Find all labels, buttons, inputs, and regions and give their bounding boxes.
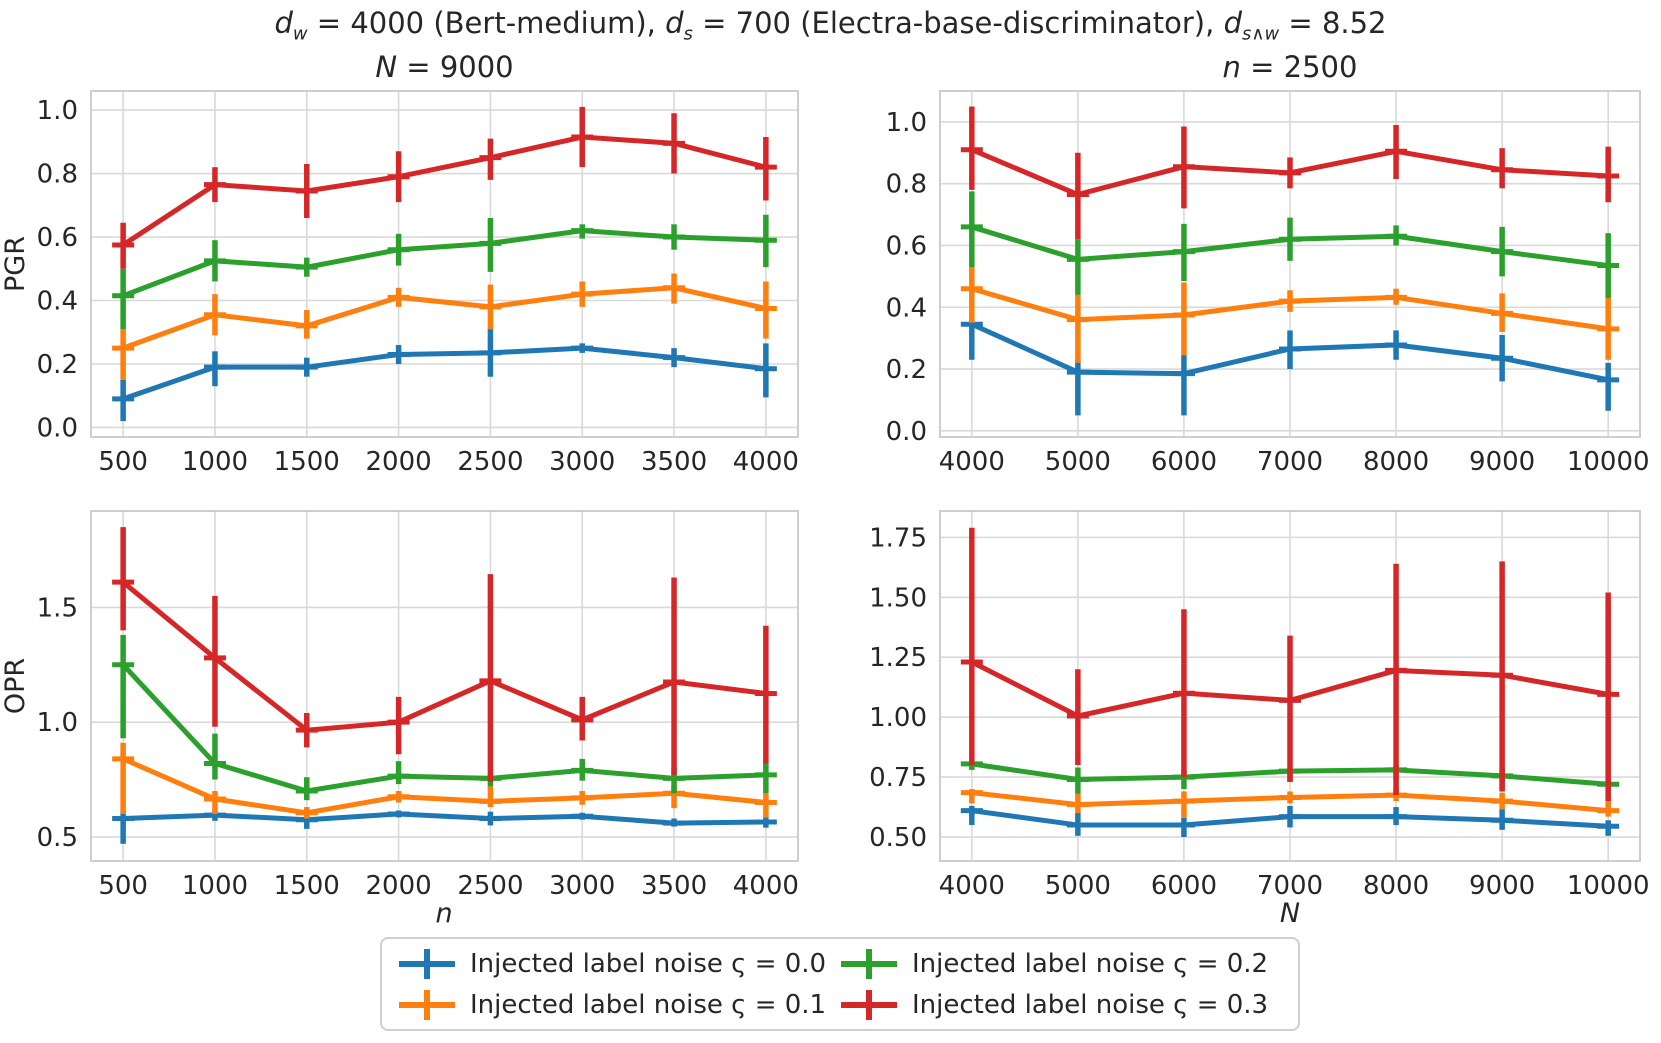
title-segment: = 4000 (Bert-medium), xyxy=(307,6,666,40)
x-tick-label: 500 xyxy=(98,871,148,901)
series-line-green xyxy=(122,228,766,299)
y-tick-label: 0.6 xyxy=(886,231,927,261)
series-line-orange xyxy=(122,285,767,351)
title-segment: n xyxy=(1222,50,1241,84)
axes-spines xyxy=(939,90,1641,438)
y-axis-label-pgr: PGR xyxy=(0,236,31,292)
y-tick-label: 0.2 xyxy=(37,350,78,380)
errorbar-marker-icon xyxy=(399,948,455,979)
title-segment: d xyxy=(274,6,293,40)
legend-label: Injected label noise ς = 0.0 xyxy=(470,948,827,979)
y-tick-label: 1.50 xyxy=(869,583,927,613)
y-tick-label: 0.4 xyxy=(886,293,927,323)
series-line-blue xyxy=(122,345,767,402)
y-axis-label-opr: OPR xyxy=(0,658,31,714)
x-axis-label-N: N xyxy=(1280,898,1300,929)
legend-item-noise-0.1: Injected label noise ς = 0.1 xyxy=(398,987,840,1023)
y-tick-label: 0.6 xyxy=(37,223,78,253)
legend-label: Injected label noise ς = 0.3 xyxy=(912,989,1269,1020)
subplot-title-left: N = 9000 xyxy=(91,50,798,84)
x-tick-label: 5000 xyxy=(1045,871,1111,901)
y-tick-label: 0.0 xyxy=(886,417,927,447)
title-segment: = 2500 xyxy=(1240,50,1358,84)
x-tick-label: 4000 xyxy=(733,871,799,901)
x-tick-label: 9000 xyxy=(1469,447,1535,477)
title-segment: s xyxy=(683,23,693,45)
x-tick-label: 2500 xyxy=(457,871,523,901)
x-tick-label: 2000 xyxy=(366,447,432,477)
x-tick-label: 3000 xyxy=(549,447,615,477)
y-tick-label: 0.50 xyxy=(869,823,927,853)
y-tick-label: 0.75 xyxy=(869,763,927,793)
title-segment: d xyxy=(665,6,684,40)
y-tick-label: 1.0 xyxy=(886,108,927,138)
x-tick-label: 1000 xyxy=(182,447,248,477)
legend-item-noise-0.3: Injected label noise ς = 0.3 xyxy=(840,987,1282,1023)
y-tick-label: 0.4 xyxy=(37,287,78,317)
x-tick-label: 4000 xyxy=(939,871,1005,901)
legend: Injected label noise ς = 0.0 Injected la… xyxy=(380,937,1300,1031)
figure-title: dw = 4000 (Bert-medium), ds = 700 (Elect… xyxy=(0,6,1661,44)
x-tick-label: 7000 xyxy=(1257,447,1323,477)
errorbar-marker-icon xyxy=(841,989,897,1020)
y-tick-label: 0.8 xyxy=(886,170,927,200)
y-tick-label: 0.8 xyxy=(37,160,78,190)
y-tick-label: 0.2 xyxy=(886,355,927,385)
x-tick-label: 4000 xyxy=(733,447,799,477)
x-tick-label: 5000 xyxy=(1045,447,1111,477)
axes-spines xyxy=(90,90,799,438)
y-tick-label: 1.25 xyxy=(869,643,927,673)
x-axis-label-n: n xyxy=(435,898,452,929)
errorbar-marker-icon xyxy=(399,989,455,1020)
title-segment: N xyxy=(375,50,398,84)
axes-spines xyxy=(90,510,799,862)
x-tick-label: 10000 xyxy=(1567,871,1650,901)
series-line-red xyxy=(121,134,767,248)
title-segment: = 700 (Electra-base-discriminator), xyxy=(692,6,1224,40)
series-line-red xyxy=(121,580,767,733)
x-tick-label: 1500 xyxy=(274,871,340,901)
title-segment: = 8.52 xyxy=(1279,6,1387,40)
x-tick-label: 2500 xyxy=(457,447,523,477)
series-line-blue xyxy=(123,811,766,826)
legend-item-noise-0.2: Injected label noise ς = 0.2 xyxy=(840,946,1282,982)
x-tick-label: 500 xyxy=(98,447,148,477)
x-tick-label: 3500 xyxy=(641,447,707,477)
title-segment: = 9000 xyxy=(397,50,514,84)
axes-spines xyxy=(939,510,1641,862)
y-tick-label: 1.75 xyxy=(869,523,927,553)
x-tick-label: 8000 xyxy=(1363,871,1429,901)
y-tick-label: 1.00 xyxy=(869,703,927,733)
title-segment: s∧w xyxy=(1241,23,1280,45)
y-tick-label: 1.5 xyxy=(37,593,78,623)
x-tick-label: 1000 xyxy=(182,871,248,901)
legend-label: Injected label noise ς = 0.1 xyxy=(470,989,827,1020)
x-tick-label: 1500 xyxy=(274,447,340,477)
x-tick-label: 6000 xyxy=(1151,871,1217,901)
x-tick-label: 3500 xyxy=(641,871,707,901)
subplot-title-right: n = 2500 xyxy=(940,50,1640,84)
x-tick-label: 2000 xyxy=(366,871,432,901)
x-tick-label: 6000 xyxy=(1151,447,1217,477)
x-tick-label: 3000 xyxy=(549,871,615,901)
legend-label: Injected label noise ς = 0.2 xyxy=(912,948,1269,979)
y-tick-label: 0.5 xyxy=(37,823,78,853)
title-segment: d xyxy=(1223,6,1242,40)
y-tick-label: 1.0 xyxy=(37,708,78,738)
series-line-orange xyxy=(122,756,767,816)
legend-item-noise-0.0: Injected label noise ς = 0.0 xyxy=(398,946,840,982)
title-segment: w xyxy=(292,23,308,45)
x-tick-label: 8000 xyxy=(1363,447,1429,477)
x-tick-label: 10000 xyxy=(1567,447,1650,477)
series-line-green xyxy=(121,663,766,794)
x-tick-label: 7000 xyxy=(1257,871,1323,901)
y-tick-label: 1.0 xyxy=(37,96,78,126)
x-tick-label: 4000 xyxy=(939,447,1005,477)
y-tick-label: 0.0 xyxy=(37,413,78,443)
x-tick-label: 9000 xyxy=(1469,871,1535,901)
errorbar-marker-icon xyxy=(841,948,897,979)
